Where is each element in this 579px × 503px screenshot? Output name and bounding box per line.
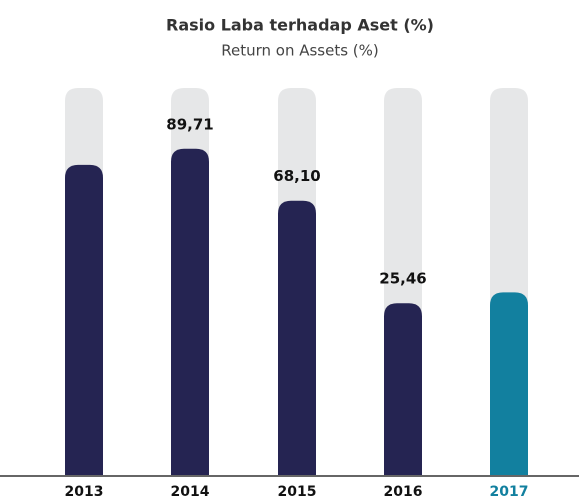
- value-label: 25,46: [379, 270, 426, 288]
- x-tick-label: 2016: [384, 484, 423, 500]
- bar: [490, 292, 528, 475]
- chart-subtitle: Return on Assets (%): [221, 42, 379, 60]
- bar: [278, 200, 316, 475]
- chart-title: Rasio Laba terhadap Aset (%): [166, 16, 434, 35]
- x-tick-label: 2013: [65, 484, 104, 500]
- value-label: 68,10: [273, 167, 320, 185]
- bar: [384, 303, 422, 475]
- value-label: 89,71: [166, 115, 213, 133]
- bar: [171, 148, 209, 475]
- x-tick-label: 2015: [278, 484, 317, 500]
- bar: [65, 164, 103, 475]
- x-tick-label: 2014: [171, 484, 210, 500]
- x-tick-label: 2017: [490, 484, 529, 500]
